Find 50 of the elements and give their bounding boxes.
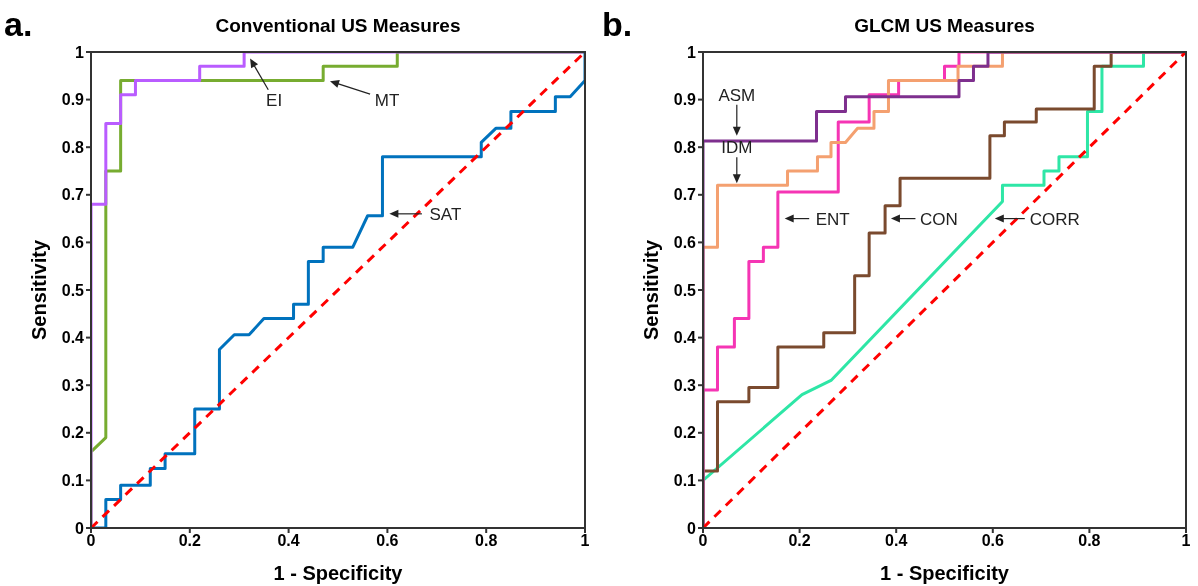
x-tick-label: 1 <box>1181 532 1191 550</box>
y-tick-label: 1 <box>75 43 85 61</box>
y-tick-label: 0 <box>687 519 697 537</box>
y-tick-label: 0.9 <box>61 91 85 109</box>
x-tick-label: 0.8 <box>1078 532 1101 550</box>
y-tick-label: 1 <box>687 43 697 61</box>
annotation: ENT <box>815 209 850 229</box>
y-tick-label: 0.7 <box>673 186 697 204</box>
y-tick-label: 0.5 <box>61 281 85 299</box>
text: b. <box>602 5 633 43</box>
y-tick-label: 0.7 <box>61 186 85 204</box>
y-tick-label: 0 <box>75 519 85 537</box>
y-tick-label: 0.5 <box>673 281 697 299</box>
y-tick-label: 0.3 <box>61 376 85 394</box>
y-tick-label: 0.4 <box>61 329 85 347</box>
y-tick-label: 0.2 <box>673 424 697 442</box>
y-tick-label: 0.9 <box>673 91 697 109</box>
y-tick-label: 0.1 <box>673 472 697 490</box>
x-tick-label: 0.2 <box>178 532 202 550</box>
annotation: SAT <box>429 204 462 224</box>
y-axis-title: Sensitivity <box>640 239 662 341</box>
x-axis-title: 1 - Specificity <box>880 562 1010 584</box>
x-tick-label: 0.4 <box>277 532 300 550</box>
x-tick-label: 0 <box>698 532 708 550</box>
annotation: CORR <box>1029 209 1080 229</box>
x-tick-label: 0.8 <box>475 532 498 550</box>
y-tick-label: 0.1 <box>61 472 85 490</box>
annotation: MT <box>374 90 400 110</box>
y-tick-label: 0.3 <box>673 376 697 394</box>
annotation: ASM <box>718 85 756 105</box>
x-tick-label: 0.4 <box>885 532 908 550</box>
x-tick-label: 0.2 <box>788 532 811 550</box>
x-tick-label: 0.6 <box>981 532 1005 550</box>
x-tick-label: 1 <box>580 532 590 550</box>
annotation: IDM <box>721 138 753 158</box>
y-axis-title: Sensitivity <box>28 239 50 341</box>
chart-title: GLCM US Measures <box>854 15 1035 36</box>
y-tick-label: 0.2 <box>61 424 85 442</box>
text: a. <box>4 5 33 43</box>
y-tick-label: 0.6 <box>61 234 85 252</box>
y-tick-label: 0.4 <box>673 329 697 347</box>
y-tick-label: 0.8 <box>61 138 85 156</box>
y-tick-label: 0.8 <box>673 138 697 156</box>
annotation: CON <box>920 209 958 229</box>
y-tick-label: 0.6 <box>673 234 697 252</box>
x-tick-label: 0.6 <box>376 532 399 550</box>
x-tick-label: 0 <box>86 532 96 550</box>
chart-title: Conventional US Measures <box>215 15 461 36</box>
annotation: EI <box>266 90 283 110</box>
x-axis-title: 1 - Specificity <box>273 562 404 584</box>
